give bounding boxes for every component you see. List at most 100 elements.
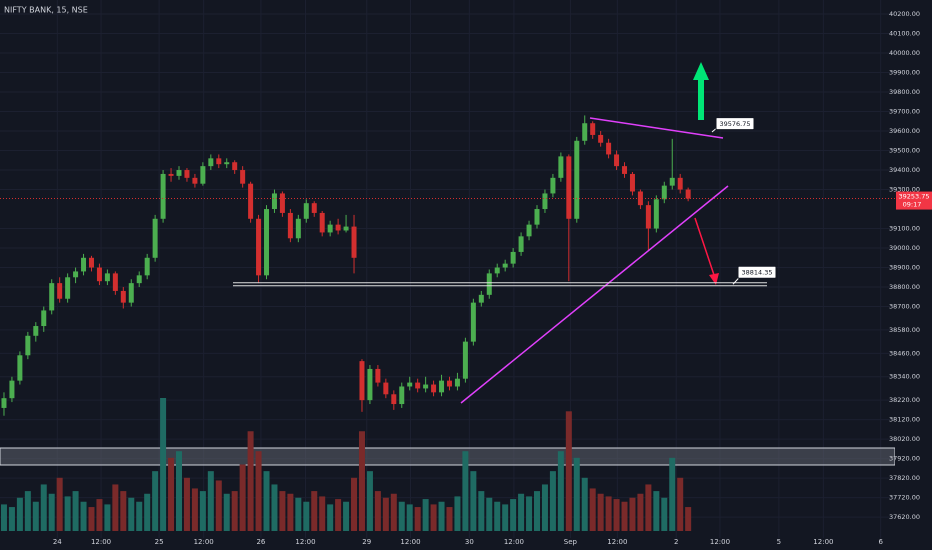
x-tick-label: 26 bbox=[256, 538, 265, 546]
candle-body bbox=[120, 290, 126, 303]
candle-body bbox=[287, 212, 293, 239]
candle-body bbox=[327, 224, 333, 233]
volume-bar bbox=[207, 471, 214, 531]
volume-bar bbox=[581, 477, 588, 531]
candle-body bbox=[622, 166, 628, 174]
volume-bar bbox=[168, 457, 175, 531]
candle-body bbox=[224, 162, 230, 165]
candle-body bbox=[359, 361, 365, 401]
x-tick-label: 12:00 bbox=[91, 538, 111, 546]
volume-bar bbox=[56, 477, 63, 531]
chart-title: NIFTY BANK, 15, NSE bbox=[4, 6, 88, 15]
candle-body bbox=[168, 173, 174, 176]
candle-body bbox=[57, 283, 63, 299]
volume-bar bbox=[231, 491, 238, 531]
x-tick-label: 12:00 bbox=[813, 538, 833, 546]
volume-bar bbox=[8, 507, 15, 531]
volume-bar bbox=[414, 507, 421, 531]
volume-bar bbox=[382, 497, 389, 531]
volume-bar bbox=[247, 431, 254, 531]
candle-body bbox=[510, 251, 516, 264]
y-tick-label: 39400.00 bbox=[889, 166, 920, 174]
down-arrow-shaft bbox=[694, 217, 717, 282]
callout-label: 39576.75 bbox=[719, 120, 750, 128]
volume-bar bbox=[303, 501, 310, 531]
candle-body bbox=[81, 257, 87, 272]
candle-layer bbox=[1, 115, 691, 416]
volume-bar bbox=[589, 488, 596, 531]
y-tick-label: 40000.00 bbox=[889, 49, 920, 57]
volume-bar bbox=[390, 493, 397, 531]
y-tick-label: 38900.00 bbox=[889, 264, 920, 272]
y-tick-label: 39800.00 bbox=[889, 88, 920, 96]
y-tick-label: 39700.00 bbox=[889, 108, 920, 116]
volume-bar bbox=[191, 488, 198, 531]
volume-bar bbox=[661, 497, 668, 531]
last-price-label: 39253.75 bbox=[898, 193, 929, 201]
volume-bar bbox=[478, 491, 485, 531]
volume-bar bbox=[510, 499, 517, 531]
candle-body bbox=[629, 173, 635, 192]
volume-bar bbox=[199, 491, 206, 531]
volume-bar bbox=[486, 497, 493, 531]
volume-bar bbox=[470, 471, 477, 531]
volume-bar bbox=[534, 491, 540, 531]
candle-body bbox=[144, 257, 150, 276]
y-tick-label: 40200.00 bbox=[889, 10, 920, 18]
highlight-band bbox=[0, 447, 896, 466]
countdown-label: 09:17 bbox=[903, 201, 922, 209]
candle-body bbox=[17, 355, 23, 381]
volume-bar bbox=[653, 491, 660, 531]
volume-bar bbox=[406, 504, 413, 531]
volume-bar bbox=[669, 457, 676, 531]
candle-body bbox=[192, 177, 198, 184]
candle-body bbox=[88, 257, 94, 268]
candle-body bbox=[73, 271, 79, 278]
y-tick-label: 37620.00 bbox=[889, 513, 920, 521]
volume-bar bbox=[112, 484, 119, 531]
candle-body bbox=[49, 283, 55, 311]
y-tick-label: 38700.00 bbox=[889, 303, 920, 311]
volume-bar bbox=[120, 491, 127, 531]
volume-bar bbox=[422, 499, 429, 531]
candle-body bbox=[582, 123, 588, 141]
callout-box bbox=[737, 265, 777, 279]
y-tick-label: 39500.00 bbox=[889, 147, 920, 155]
volume-bar bbox=[327, 504, 334, 531]
x-tick-label: 12:00 bbox=[194, 538, 214, 546]
candle-body bbox=[152, 218, 158, 258]
x-tick-label: 2 bbox=[674, 538, 678, 546]
y-tick-label: 39900.00 bbox=[889, 69, 920, 77]
candle-body bbox=[391, 394, 397, 405]
volume-bar bbox=[183, 477, 190, 531]
y-tick-label: 38460.00 bbox=[889, 349, 920, 357]
volume-bar bbox=[40, 484, 47, 531]
volume-bar bbox=[128, 497, 135, 531]
volume-bar bbox=[24, 491, 31, 531]
volume-bar bbox=[565, 411, 572, 531]
y-tick-label: 38340.00 bbox=[889, 373, 920, 381]
volume-bar bbox=[677, 477, 684, 531]
volume-bar bbox=[223, 493, 230, 531]
candle-body bbox=[351, 226, 357, 258]
volume-bar bbox=[605, 496, 612, 531]
volume-bar bbox=[358, 431, 365, 531]
x-tick-label: 12:00 bbox=[295, 538, 315, 546]
candle-body bbox=[176, 170, 182, 176]
y-tick-label: 40100.00 bbox=[889, 30, 920, 38]
volume-bar bbox=[597, 493, 604, 531]
last-price-box bbox=[896, 191, 932, 210]
candle-body bbox=[478, 294, 484, 303]
candle-body bbox=[367, 368, 373, 401]
candle-body bbox=[470, 302, 476, 342]
candle-body bbox=[208, 158, 214, 167]
candle-body bbox=[295, 218, 301, 239]
candle-body bbox=[614, 154, 620, 167]
volume-bar bbox=[32, 501, 39, 531]
x-tick-label: 30 bbox=[465, 538, 474, 546]
volume-bar bbox=[685, 507, 692, 531]
volume-bar bbox=[287, 493, 294, 531]
volume-bar bbox=[621, 501, 628, 531]
candle-body bbox=[399, 386, 405, 405]
